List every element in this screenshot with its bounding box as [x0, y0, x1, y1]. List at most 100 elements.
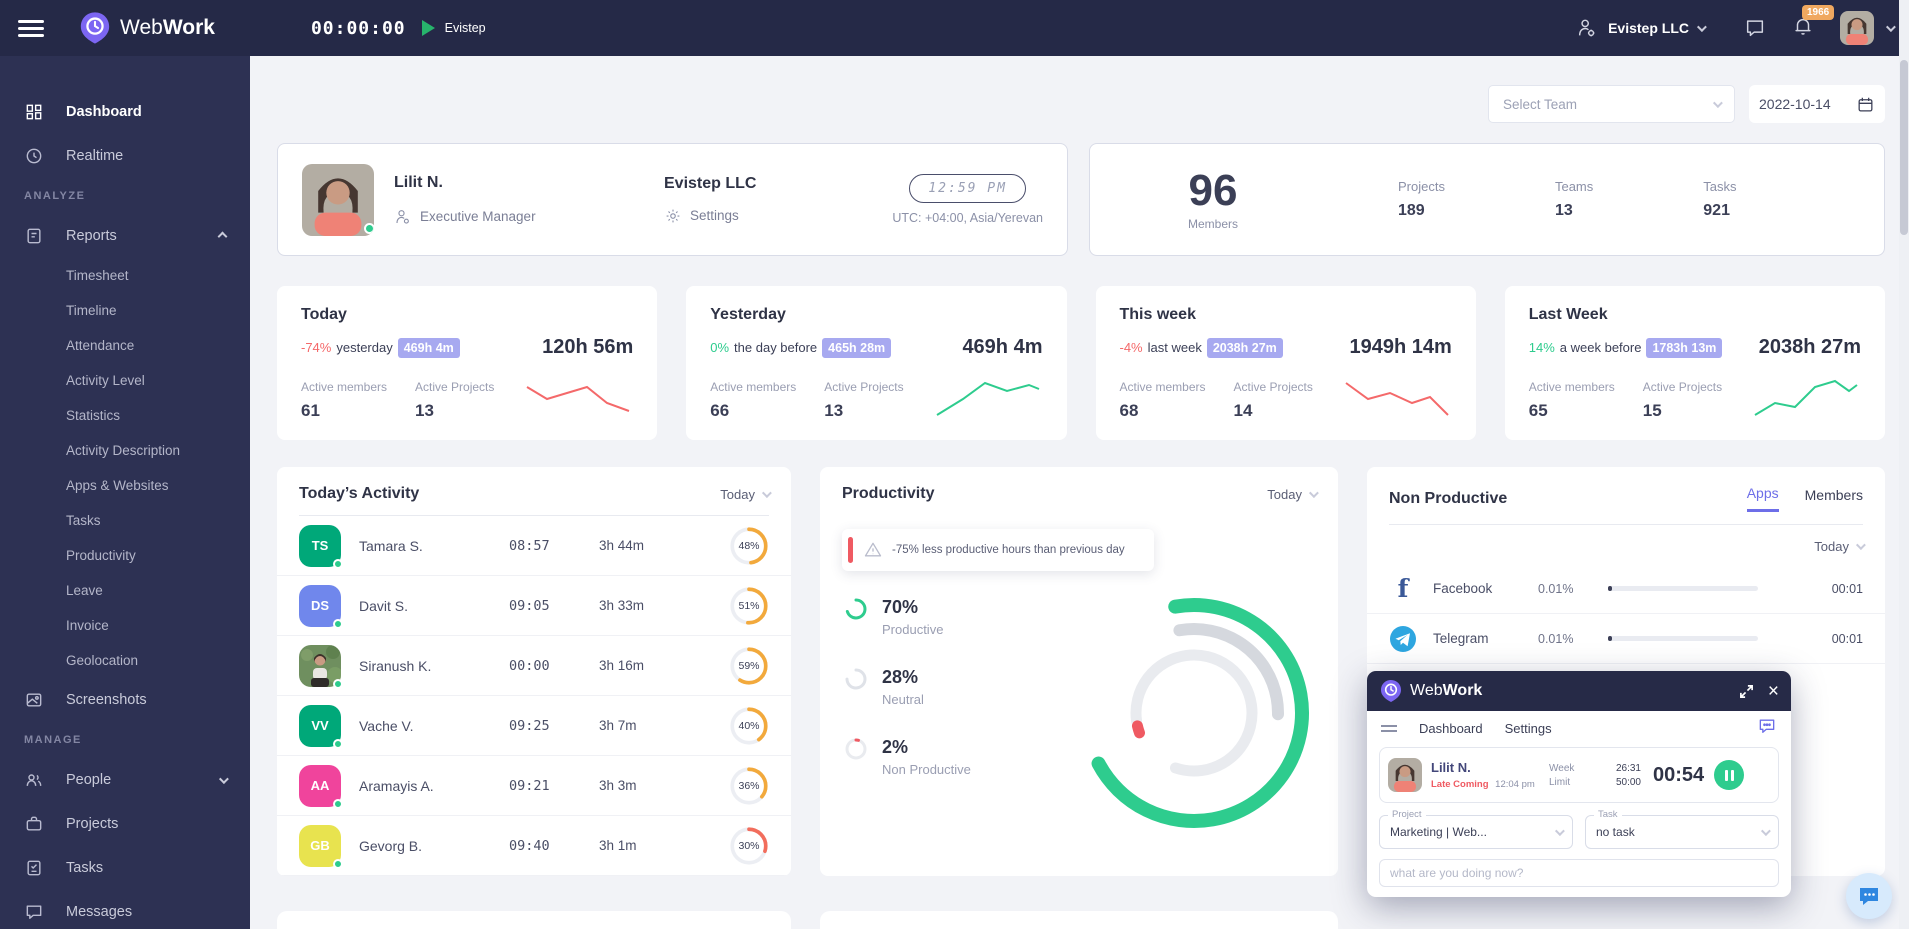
activity-row[interactable]: DS Davit S. 09:05 3h 33m 51%	[277, 576, 791, 636]
user-avatar[interactable]	[1840, 11, 1874, 45]
select-team-dropdown[interactable]: Select Team	[1488, 85, 1735, 123]
activity-row[interactable]: Siranush K. 00:00 3h 16m 59%	[277, 636, 791, 696]
report-icon	[27, 228, 41, 244]
warning-icon	[864, 542, 882, 557]
sidebar-item-screenshots[interactable]: Screenshots	[0, 678, 250, 722]
sidebar-item-apps-websites[interactable]: Apps & Websites	[66, 478, 169, 493]
widget-tab-dashboard[interactable]: Dashboard	[1419, 720, 1483, 736]
chevron-down-icon	[1855, 540, 1866, 551]
sidebar-label: Tasks	[66, 860, 104, 876]
expand-icon[interactable]	[1739, 684, 1754, 699]
compare-label: last week	[1147, 340, 1202, 355]
productivity-filter-dropdown[interactable]: Today	[1267, 487, 1319, 502]
widget-chat-icon[interactable]	[1757, 716, 1777, 741]
status-time: 12:04 pm	[1495, 779, 1535, 790]
sidebar-item-tasks[interactable]: Tasks	[0, 846, 250, 890]
activity-percent-ring: 51%	[729, 586, 769, 626]
tab-apps[interactable]: Apps	[1746, 485, 1779, 512]
task-select[interactable]: Task no task	[1585, 809, 1779, 849]
close-icon[interactable]: ×	[1767, 680, 1779, 702]
summary-title: Yesterday	[710, 306, 786, 323]
start-timer-button[interactable]	[421, 20, 435, 36]
member-photo-avatar	[299, 644, 343, 689]
widget-menu-icon[interactable]	[1381, 722, 1397, 735]
scrollbar-thumb[interactable]	[1900, 60, 1908, 235]
messages-icon[interactable]	[1744, 17, 1766, 39]
chevron-down-icon	[1308, 487, 1319, 498]
change-percent: 14%	[1528, 340, 1555, 355]
sidebar-item-productivity[interactable]: Productivity	[66, 548, 136, 563]
notifications-bell[interactable]: 1966	[1792, 4, 1835, 42]
compare-label: the day before	[734, 340, 818, 355]
compare-badge: 465h 28m	[822, 337, 892, 358]
sidebar-item-activity-level[interactable]: Activity Level	[66, 373, 145, 388]
compare-label: yesterday	[336, 340, 393, 355]
trend-sparkline-down	[1345, 382, 1449, 416]
sidebar-item-attendance[interactable]: Attendance	[66, 338, 135, 353]
sidebar-item-invoice[interactable]: Invoice	[66, 618, 109, 633]
sidebar-item-tasks-report[interactable]: Tasks	[66, 513, 101, 528]
activity-row[interactable]: AA Aramayis A. 09:21 3h 3m 36%	[277, 756, 791, 816]
company-chevron-down-icon[interactable]	[1696, 21, 1707, 32]
date-value: 2022-10-14	[1759, 96, 1831, 112]
reports-collapse-chevron-icon[interactable]	[217, 231, 228, 241]
widget-tab-settings[interactable]: Settings	[1504, 720, 1552, 736]
webwork-logo[interactable]: WebWork	[78, 11, 215, 45]
tab-members[interactable]: Members	[1804, 486, 1863, 503]
org-settings-link[interactable]: Settings	[664, 207, 884, 225]
task-select-value: no task	[1596, 825, 1635, 839]
people-expand-chevron-icon[interactable]	[218, 773, 229, 784]
trend-sparkline-up	[1754, 379, 1858, 416]
sidebar-item-leave[interactable]: Leave	[66, 583, 103, 598]
project-select-label: Project	[1388, 809, 1426, 820]
sidebar-item-activity-description[interactable]: Activity Description	[66, 443, 181, 458]
activity-percent-ring: 48%	[729, 526, 769, 566]
widget-avatar	[1388, 758, 1422, 792]
nonproductive-row[interactable]: f Facebook 0.01% 00:01	[1367, 564, 1885, 614]
sidebar-item-timeline[interactable]: Timeline	[66, 303, 117, 318]
online-status-dot	[333, 618, 343, 629]
activity-row[interactable]: VV Vache V. 09:25 3h 7m 40%	[277, 696, 791, 756]
profile-chevron-down-icon[interactable]	[1885, 21, 1896, 32]
sidebar-item-dashboard[interactable]: Dashboard	[0, 90, 250, 134]
sidebar-item-people[interactable]: People	[0, 758, 250, 802]
profile-settings-icon[interactable]	[1576, 17, 1598, 39]
project-select[interactable]: Project Marketing | Web...	[1379, 809, 1573, 849]
settings-label: Settings	[690, 208, 739, 223]
sidebar-item-projects[interactable]: Projects	[0, 802, 250, 846]
next-card-peek	[277, 911, 791, 929]
activity-filter-dropdown[interactable]: Today	[720, 487, 772, 502]
activity-row[interactable]: GB Gevorg B. 09:40 3h 1m 30%	[277, 816, 791, 876]
company-name[interactable]: Evistep LLC	[1608, 20, 1689, 36]
summary-card-last-week: Last Week 14% a week before 1783h 13m 20…	[1504, 286, 1885, 440]
activity-row[interactable]: TS Tamara S. 08:57 3h 44m 48%	[277, 516, 791, 576]
sidebar-item-timesheet[interactable]: Timesheet	[66, 268, 129, 283]
pause-button[interactable]	[1714, 760, 1745, 790]
nonproductive-row[interactable]: Telegram 0.01% 00:01	[1367, 614, 1885, 664]
widget-user-name: Lilit N.	[1431, 760, 1471, 775]
sidebar: Dashboard Realtime ANALYZE Reports Times…	[0, 56, 250, 929]
legend-neutral: 28% Neutral	[844, 667, 1338, 707]
sidebar-item-geolocation[interactable]: Geolocation	[66, 653, 139, 668]
date-picker[interactable]: 2022-10-14	[1749, 85, 1885, 123]
hamburger-menu-icon[interactable]	[18, 16, 44, 41]
sidebar-item-messages[interactable]: Messages	[0, 890, 250, 929]
timezone-label: UTC: +04:00, Asia/Yerevan	[892, 211, 1043, 225]
widget-timer: 00:54	[1653, 763, 1705, 786]
activity-percent-ring: 30%	[729, 826, 769, 866]
gear-icon	[666, 209, 680, 222]
tracking-project-label: Evistep	[444, 21, 486, 35]
sidebar-item-reports[interactable]: Reports	[0, 214, 250, 258]
support-chat-button[interactable]	[1846, 873, 1892, 919]
panel-title: Non Productive	[1389, 489, 1508, 507]
sidebar-label: Messages	[66, 904, 133, 920]
members-label: Members	[1187, 216, 1238, 231]
sidebar-item-realtime[interactable]: Realtime	[0, 134, 250, 178]
activity-memo-input[interactable]	[1379, 859, 1779, 887]
chevron-down-icon	[761, 487, 772, 498]
nonproductive-filter-dropdown[interactable]: Today	[1814, 539, 1866, 554]
sidebar-section-manage: MANAGE	[24, 734, 82, 746]
sidebar-item-statistics[interactable]: Statistics	[66, 408, 121, 423]
productivity-panel: Productivity Today -75% less productive …	[820, 467, 1338, 876]
usage-bar	[1608, 636, 1758, 641]
